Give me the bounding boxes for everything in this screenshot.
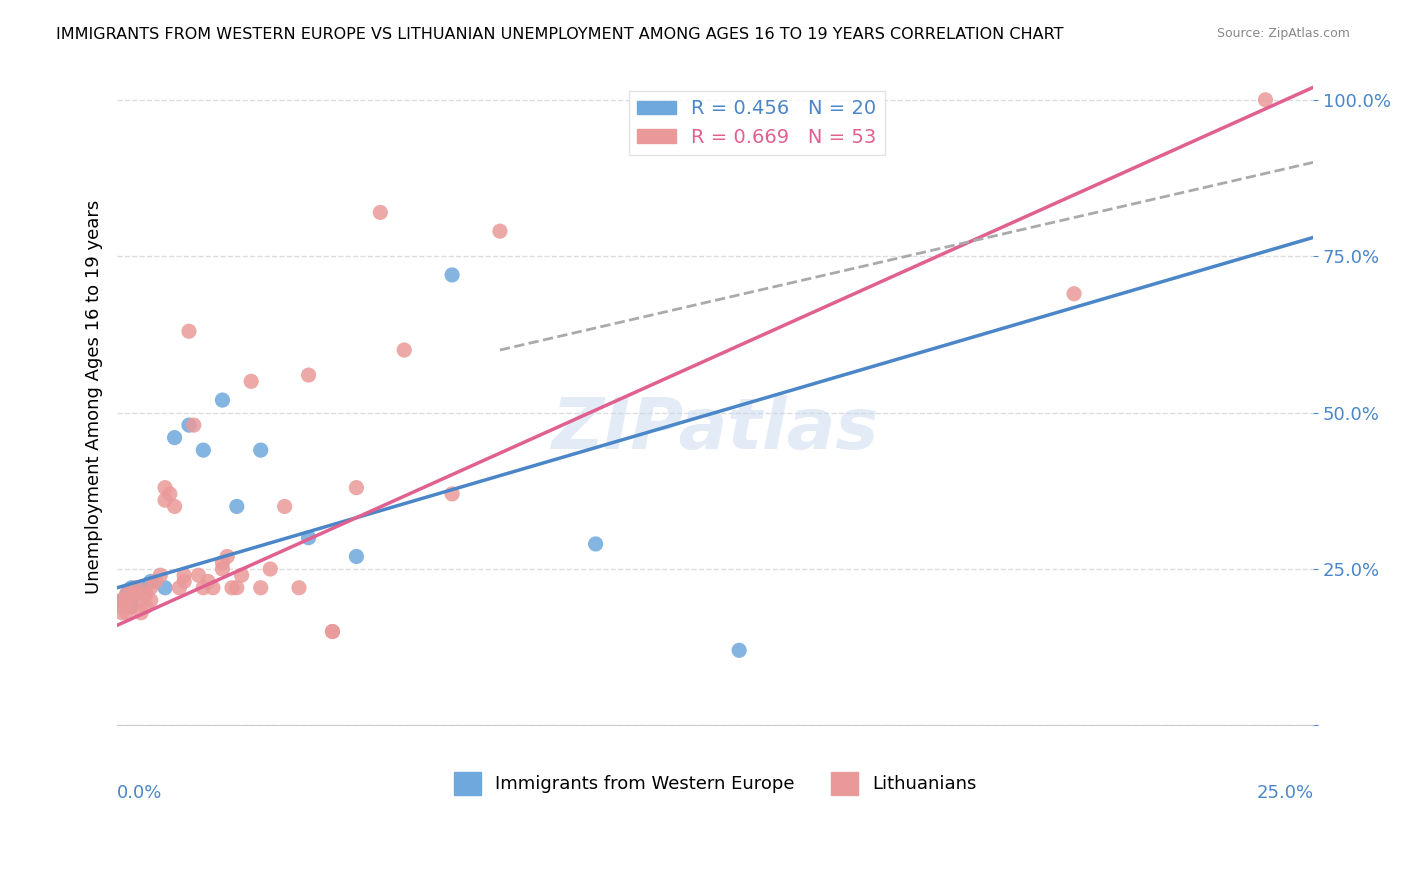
Point — [125, 581, 148, 595]
Point — [121, 587, 143, 601]
Point — [135, 587, 157, 601]
Point — [211, 562, 233, 576]
Point — [115, 593, 138, 607]
Point — [1063, 286, 1085, 301]
Point — [139, 593, 162, 607]
Point — [1254, 93, 1277, 107]
Point — [231, 568, 253, 582]
Text: 0.0%: 0.0% — [117, 784, 163, 803]
Point — [135, 587, 157, 601]
Point — [273, 500, 295, 514]
Point — [173, 568, 195, 582]
Point — [288, 581, 311, 595]
Point — [121, 599, 143, 614]
Point — [259, 562, 281, 576]
Point — [394, 343, 416, 357]
Point — [173, 574, 195, 589]
Point — [163, 431, 186, 445]
Point — [187, 568, 209, 582]
Point — [115, 606, 138, 620]
Point — [344, 481, 367, 495]
Point — [115, 587, 138, 601]
Point — [240, 374, 263, 388]
Point — [370, 205, 392, 219]
Point — [177, 324, 200, 338]
Point — [193, 443, 215, 458]
Text: IMMIGRANTS FROM WESTERN EUROPE VS LITHUANIAN UNEMPLOYMENT AMONG AGES 16 TO 19 YE: IMMIGRANTS FROM WESTERN EUROPE VS LITHUA… — [56, 27, 1064, 42]
Text: ZIPatlas: ZIPatlas — [551, 395, 879, 465]
Point — [153, 481, 176, 495]
Point — [115, 587, 138, 601]
Point — [297, 531, 319, 545]
Point — [163, 500, 186, 514]
Point — [111, 606, 134, 620]
Point — [217, 549, 239, 564]
Point — [441, 487, 464, 501]
Point — [129, 593, 152, 607]
Point — [249, 581, 271, 595]
Point — [225, 581, 247, 595]
Point — [321, 624, 343, 639]
Point — [197, 574, 219, 589]
Point — [221, 581, 243, 595]
Point — [129, 581, 152, 595]
Point — [169, 581, 191, 595]
Point — [225, 500, 247, 514]
Point — [211, 556, 233, 570]
Point — [135, 599, 157, 614]
Point — [121, 581, 143, 595]
Point — [441, 268, 464, 282]
Point — [125, 587, 148, 601]
Point — [201, 581, 224, 595]
Point — [585, 537, 607, 551]
Point — [115, 599, 138, 614]
Point — [111, 599, 134, 614]
Point — [139, 574, 162, 589]
Point — [145, 574, 167, 589]
Legend: Immigrants from Western Europe, Lithuanians: Immigrants from Western Europe, Lithuani… — [447, 765, 984, 802]
Point — [321, 624, 343, 639]
Point — [111, 593, 134, 607]
Point — [149, 568, 172, 582]
Text: 25.0%: 25.0% — [1256, 784, 1313, 803]
Point — [159, 487, 181, 501]
Point — [193, 581, 215, 595]
Point — [211, 393, 233, 408]
Point — [297, 368, 319, 382]
Point — [344, 549, 367, 564]
Y-axis label: Unemployment Among Ages 16 to 19 years: Unemployment Among Ages 16 to 19 years — [86, 200, 103, 594]
Point — [129, 606, 152, 620]
Text: Source: ZipAtlas.com: Source: ZipAtlas.com — [1216, 27, 1350, 40]
Point — [177, 418, 200, 433]
Point — [183, 418, 205, 433]
Point — [111, 593, 134, 607]
Point — [153, 493, 176, 508]
Point — [489, 224, 512, 238]
Point — [728, 643, 751, 657]
Point — [249, 443, 271, 458]
Point — [121, 599, 143, 614]
Point — [139, 581, 162, 595]
Point — [153, 581, 176, 595]
Point — [125, 587, 148, 601]
